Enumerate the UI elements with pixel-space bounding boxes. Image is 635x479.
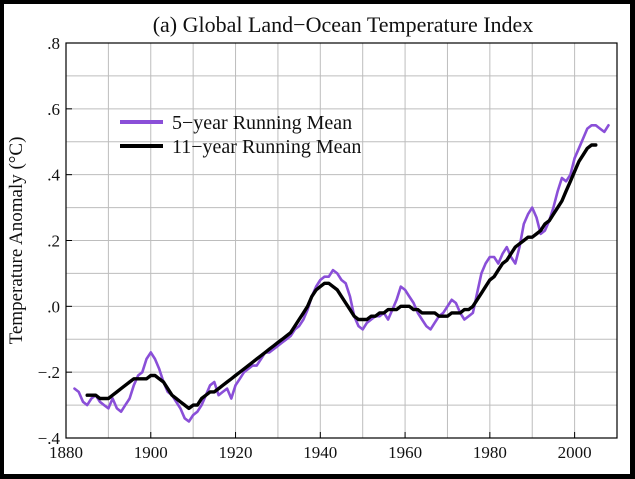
x-tick-label: 1900 (134, 443, 168, 462)
series-line-11-year (85, 143, 598, 411)
x-tick-label: 1940 (303, 443, 337, 462)
y-axis: −.4 −.2 .0 .2 .4 .6 .8 (38, 34, 72, 448)
x-tick-label: 2000 (558, 443, 592, 462)
legend-label-5-year: 5−year Running Mean (172, 112, 352, 134)
y-tick-label: −.2 (38, 363, 60, 382)
series-layer (73, 124, 610, 423)
x-tick-label: 1920 (219, 443, 253, 462)
chart-title: (a) Global Land−Ocean Temperature Index (153, 12, 534, 37)
y-tick-label: .2 (47, 232, 60, 251)
legend-label-11-year: 11−year Running Mean (172, 136, 361, 158)
y-tick-label: .4 (47, 166, 60, 185)
y-tick-label: .6 (47, 100, 60, 119)
x-tick-label: 1880 (49, 443, 83, 462)
y-tick-label: −.4 (38, 429, 61, 448)
y-axis-label: Temperature Anomaly (°C) (6, 137, 27, 345)
x-tick-label: 1960 (388, 443, 422, 462)
x-tick-label: 1980 (473, 443, 507, 462)
x-axis: 1880 1900 1920 1940 1960 1980 2000 (49, 432, 592, 462)
y-tick-label: .8 (47, 34, 60, 53)
legend: 5−year Running Mean 11−year Running Mean (120, 112, 361, 158)
y-tick-label: .0 (47, 297, 60, 316)
